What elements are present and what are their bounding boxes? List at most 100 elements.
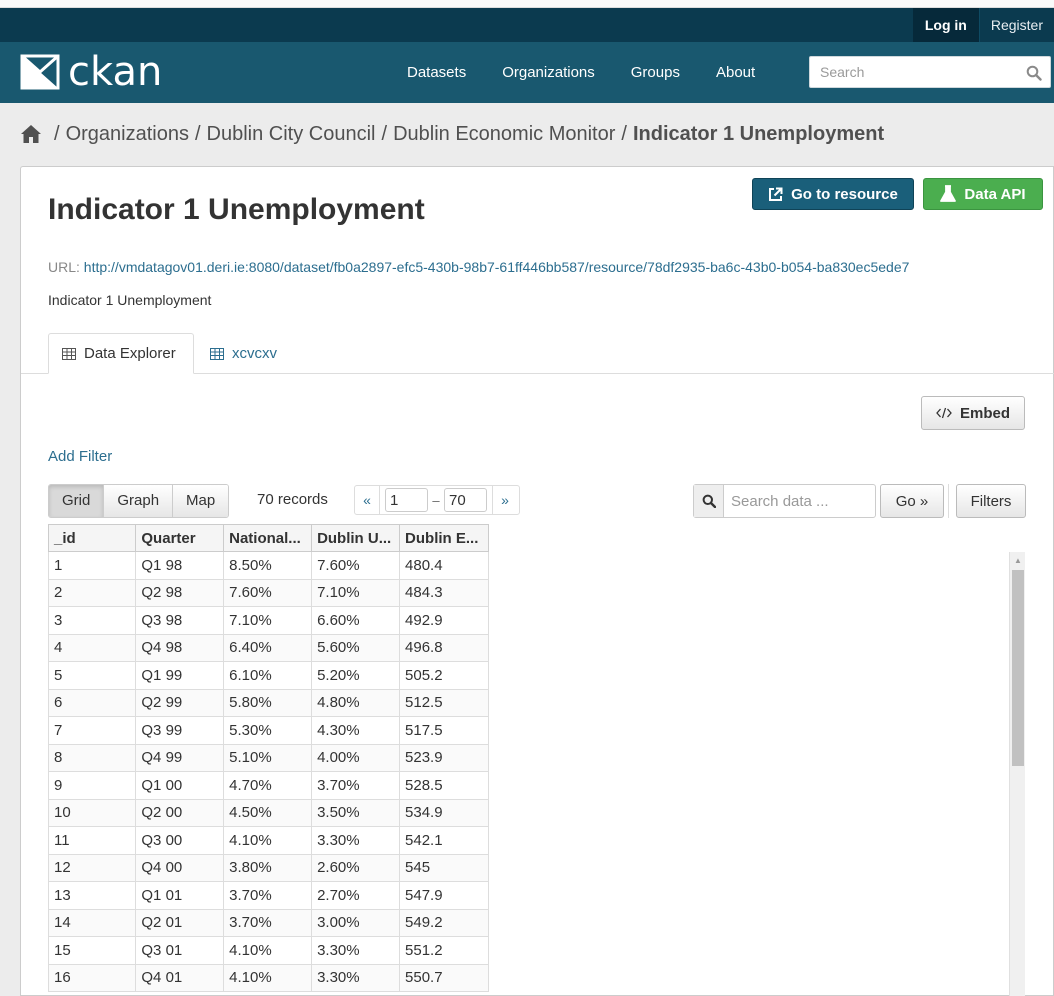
search-icon [702, 494, 716, 508]
table-cell: 9 [47, 771, 137, 800]
table-cell: 10 [47, 799, 137, 827]
table-cell: 15 [47, 936, 137, 965]
column-header[interactable]: Quarter [135, 524, 225, 552]
table-cell: Q3 99 [135, 716, 225, 745]
table-row[interactable]: 7 Q3 99 5.30% 4.30% 517.5 [47, 716, 489, 745]
url-label: URL: [48, 259, 80, 275]
table-cell: 517.5 [399, 716, 489, 745]
table-cell: 5.10% [223, 744, 313, 772]
table-cell: 6.10% [223, 661, 313, 690]
grid-scrollbar[interactable]: ▲ [1009, 552, 1025, 996]
view-graph-button[interactable]: Graph [103, 485, 173, 517]
register-link[interactable]: Register [978, 8, 1054, 42]
table-cell: 5 [47, 661, 137, 690]
breadcrumb-separator: / [54, 122, 60, 145]
search-input[interactable] [810, 57, 1010, 87]
table-cell: 1 [47, 551, 137, 580]
table-row[interactable]: 3 Q3 98 7.10% 6.60% 492.9 [47, 606, 489, 635]
table-cell: Q3 98 [135, 606, 225, 635]
nav-groups[interactable]: Groups [630, 64, 680, 81]
table-cell: 512.5 [399, 689, 489, 717]
breadcrumb-dataset[interactable]: Dublin Economic Monitor [393, 122, 616, 145]
table-cell: 14 [47, 909, 137, 937]
filters-button[interactable]: Filters [956, 484, 1026, 518]
go-button[interactable]: Go » [880, 484, 944, 518]
table-cell: 551.2 [399, 936, 489, 965]
table-row[interactable]: 5 Q1 99 6.10% 5.20% 505.2 [47, 661, 489, 690]
column-header[interactable]: National... [223, 524, 313, 552]
table-cell: 2.60% [311, 854, 401, 882]
search-icon[interactable] [1026, 65, 1042, 81]
column-header[interactable]: _id [47, 524, 137, 552]
table-row[interactable]: 6 Q2 99 5.80% 4.80% 512.5 [47, 689, 489, 717]
breadcrumb-current[interactable]: Indicator 1 Unemployment [632, 122, 885, 145]
column-header[interactable]: Dublin U... [311, 524, 401, 552]
pager-to-input[interactable] [444, 488, 487, 512]
breadcrumb-separator: / [194, 122, 201, 145]
data-search-input[interactable] [724, 485, 872, 517]
tab-xcvcxv[interactable]: xcvcxv [197, 333, 290, 374]
tab-data-explorer[interactable]: Data Explorer [48, 333, 194, 374]
table-row[interactable]: 9 Q1 00 4.70% 3.70% 528.5 [47, 771, 489, 800]
view-grid-button[interactable]: Grid [49, 485, 104, 517]
table-row[interactable]: 15 Q3 01 4.10% 3.30% 551.2 [47, 936, 489, 965]
breadcrumb-organizations[interactable]: Organizations [65, 122, 189, 145]
table-cell: 4.10% [223, 826, 313, 855]
view-toggle: Grid Graph Map [48, 484, 230, 518]
table-row[interactable]: 2 Q2 98 7.60% 7.10% 484.3 [47, 579, 489, 607]
view-map-button[interactable]: Map [172, 485, 229, 517]
table-cell: Q3 01 [135, 936, 225, 965]
table-cell: Q4 01 [135, 964, 225, 992]
table-cell: 3.50% [311, 799, 401, 827]
table-cell: 549.2 [399, 909, 489, 937]
table-row[interactable]: 8 Q4 99 5.10% 4.00% 523.9 [47, 744, 489, 772]
resource-url-link[interactable]: http://vmdatagov01.deri.ie:8080/dataset/… [83, 259, 910, 275]
table-cell: 4.50% [223, 799, 313, 827]
table-cell: 7.10% [223, 606, 313, 635]
home-icon[interactable] [20, 123, 42, 145]
nav-about[interactable]: About [715, 64, 756, 81]
masthead: ckan Datasets Organizations Groups About [0, 42, 1054, 103]
table-cell: Q3 00 [135, 826, 225, 855]
table-cell: 6.60% [311, 606, 401, 635]
table-row[interactable]: 1 Q1 98 8.50% 7.60% 480.4 [47, 551, 489, 580]
nav-datasets[interactable]: Datasets [407, 64, 467, 81]
table-cell: 6 [47, 689, 137, 717]
table-row[interactable]: 16 Q4 01 4.10% 3.30% 550.7 [47, 964, 489, 992]
table-row[interactable]: 12 Q4 00 3.80% 2.60% 545 [47, 854, 489, 882]
table-cell: 2.70% [311, 881, 401, 910]
pager-next-button[interactable]: » [492, 486, 517, 514]
breadcrumb-org[interactable]: Dublin City Council [206, 122, 376, 145]
code-icon [936, 407, 952, 419]
pager-from-input[interactable] [385, 488, 428, 512]
table-cell: 4.70% [223, 771, 313, 800]
table-row[interactable]: 11 Q3 00 4.10% 3.30% 542.1 [47, 826, 489, 855]
table-cell: 505.2 [399, 661, 489, 690]
table-cell: 4.00% [311, 744, 401, 772]
embed-button[interactable]: Embed [921, 396, 1025, 430]
table-row[interactable]: 4 Q4 98 6.40% 5.60% 496.8 [47, 634, 489, 662]
ckan-logo[interactable]: ckan [20, 52, 162, 92]
column-header[interactable]: Dublin E... [399, 524, 489, 552]
table-row[interactable]: 14 Q2 01 3.70% 3.00% 549.2 [47, 909, 489, 937]
scroll-up-arrow-icon[interactable]: ▲ [1014, 555, 1022, 565]
scroll-thumb[interactable] [1012, 570, 1024, 766]
table-cell: 542.1 [399, 826, 489, 855]
embed-label: Embed [959, 404, 1010, 422]
table-cell: Q4 00 [135, 854, 225, 882]
resource-description: Indicator 1 Unemployment [48, 292, 212, 308]
data-api-button[interactable]: Data API [923, 178, 1043, 210]
go-to-resource-button[interactable]: Go to resource [752, 178, 914, 210]
table-cell: Q2 99 [135, 689, 225, 717]
add-filter-link[interactable]: Add Filter [48, 448, 113, 465]
nav-organizations[interactable]: Organizations [502, 64, 595, 81]
login-link[interactable]: Log in [912, 8, 979, 42]
table-row[interactable]: 10 Q2 00 4.50% 3.50% 534.9 [47, 799, 489, 827]
tab-data-explorer-label: Data Explorer [84, 345, 176, 362]
table-cell: 4.30% [311, 716, 401, 745]
table-cell: 6.40% [223, 634, 313, 662]
table-icon [62, 347, 76, 360]
table-row[interactable]: 13 Q1 01 3.70% 2.70% 547.9 [47, 881, 489, 910]
pager-prev-button[interactable]: « [355, 486, 380, 514]
table-cell: 7.10% [311, 579, 401, 607]
